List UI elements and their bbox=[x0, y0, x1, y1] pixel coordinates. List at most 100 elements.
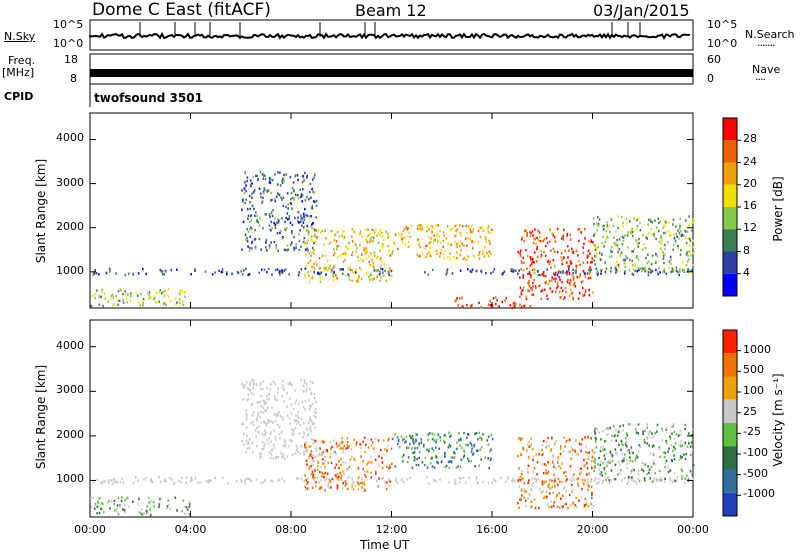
echo-cell bbox=[251, 182, 253, 185]
echo-cell bbox=[274, 456, 277, 459]
echo-cell bbox=[477, 438, 479, 441]
echo-cell bbox=[263, 402, 265, 405]
echo-cell bbox=[638, 242, 640, 245]
echo-cell bbox=[347, 247, 349, 250]
echo-cell bbox=[368, 240, 371, 244]
echo-cell bbox=[664, 462, 667, 465]
echo-cell bbox=[593, 459, 595, 463]
echo-cell bbox=[411, 447, 413, 450]
echo-cell bbox=[504, 299, 506, 302]
echo-cell bbox=[261, 173, 264, 176]
echo-cell bbox=[122, 301, 125, 304]
echo-cell bbox=[638, 238, 640, 241]
echo-cell bbox=[291, 433, 294, 436]
echo-cell bbox=[345, 245, 347, 248]
echo-cell bbox=[263, 420, 265, 423]
colorbar-swatch bbox=[723, 330, 737, 354]
echo-cell bbox=[394, 433, 396, 436]
echo-cell bbox=[617, 245, 619, 249]
echo-cell bbox=[113, 481, 116, 484]
echo-cell bbox=[462, 225, 464, 228]
echo-cell bbox=[214, 476, 216, 480]
echo-cell bbox=[372, 441, 374, 444]
echo-cell bbox=[258, 187, 261, 190]
echo-cell bbox=[571, 250, 574, 253]
echo-cell bbox=[317, 229, 320, 232]
echo-cell bbox=[278, 411, 280, 414]
echo-cell bbox=[617, 249, 619, 252]
echo-cell bbox=[553, 501, 556, 504]
echo-cell bbox=[273, 240, 276, 244]
echo-cell bbox=[407, 456, 410, 459]
echo-cell bbox=[119, 289, 122, 292]
echo-cell bbox=[249, 388, 252, 392]
echo-cell bbox=[471, 304, 473, 307]
echo-cell bbox=[529, 230, 531, 234]
echo-cell bbox=[467, 433, 469, 436]
echo-cell bbox=[688, 215, 690, 218]
echo-cell bbox=[421, 226, 423, 229]
echo-cell bbox=[493, 268, 496, 271]
echo-cell bbox=[127, 293, 129, 296]
echo-cell bbox=[259, 381, 262, 385]
echo-cell bbox=[406, 478, 409, 481]
echo-cell bbox=[456, 242, 459, 245]
echo-cell bbox=[483, 255, 486, 258]
echo-cell bbox=[555, 271, 557, 275]
echo-cell bbox=[584, 478, 587, 481]
echo-cell bbox=[590, 465, 593, 469]
echo-cell bbox=[554, 290, 557, 294]
echo-cell bbox=[458, 481, 461, 484]
echo-cell bbox=[518, 477, 520, 481]
echo-cell bbox=[337, 475, 340, 479]
x-tick-label: 00:00 bbox=[74, 523, 106, 536]
echo-cell bbox=[656, 430, 658, 433]
echo-cell bbox=[580, 467, 582, 470]
echo-cell bbox=[550, 290, 553, 294]
echo-cell bbox=[429, 254, 432, 258]
echo-cell bbox=[342, 482, 344, 485]
echo-cell bbox=[684, 219, 687, 222]
echo-cell bbox=[466, 303, 468, 307]
echo-cell bbox=[300, 417, 303, 421]
echo-cell bbox=[531, 257, 534, 261]
echo-cell bbox=[315, 199, 318, 203]
echo-cell bbox=[637, 266, 640, 270]
echo-cell bbox=[564, 287, 567, 290]
echo-cell bbox=[387, 232, 389, 235]
echo-cell bbox=[556, 282, 559, 285]
colorbar-tick-label: 500 bbox=[743, 363, 764, 377]
echo-cell bbox=[480, 436, 483, 440]
echo-cell bbox=[438, 447, 440, 450]
echo-cell bbox=[480, 446, 483, 449]
echo-cell bbox=[588, 240, 590, 243]
echo-cell bbox=[381, 461, 384, 464]
echo-cell bbox=[601, 225, 604, 228]
echo-cell bbox=[545, 446, 547, 449]
echo-cell bbox=[512, 269, 515, 272]
echo-cell bbox=[601, 474, 603, 477]
echo-cell bbox=[276, 423, 279, 426]
echo-cell bbox=[572, 298, 574, 301]
echo-cell bbox=[109, 270, 111, 273]
echo-cell bbox=[535, 453, 537, 456]
echo-cell bbox=[150, 479, 152, 482]
echo-cell bbox=[278, 219, 280, 222]
echo-cell bbox=[329, 480, 332, 483]
echo-cell bbox=[368, 255, 370, 258]
echo-cell bbox=[651, 221, 654, 224]
echo-cell bbox=[311, 239, 313, 242]
x-tick-label: 16:00 bbox=[476, 523, 508, 536]
echo-cell bbox=[566, 270, 568, 273]
echo-cell bbox=[439, 241, 442, 244]
echo-cell bbox=[631, 227, 633, 231]
echo-cell bbox=[122, 292, 124, 296]
echo-cell bbox=[641, 248, 644, 251]
echo-cell bbox=[479, 436, 481, 440]
echo-cell bbox=[595, 267, 597, 270]
echo-cell bbox=[545, 237, 548, 240]
echo-cell bbox=[593, 232, 596, 235]
echo-cell bbox=[457, 465, 459, 468]
echo-cell bbox=[119, 504, 121, 507]
echo-cell bbox=[297, 220, 299, 223]
